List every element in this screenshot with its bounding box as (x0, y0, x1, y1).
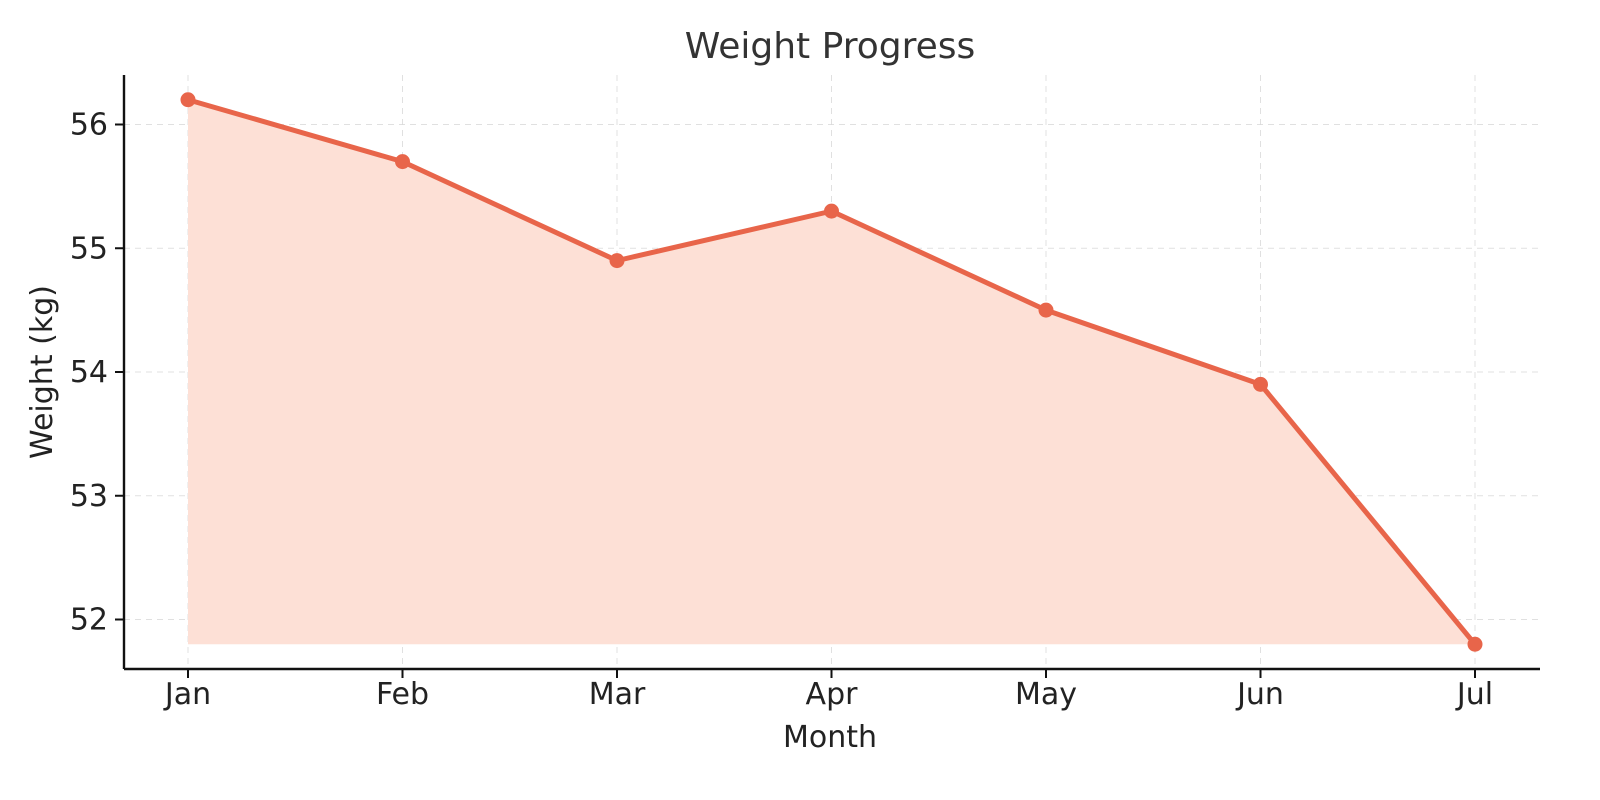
x-tick-label: Mar (589, 677, 646, 712)
y-tick-label: 55 (70, 231, 108, 266)
data-point-jan (180, 92, 196, 108)
y-tick-label: 56 (70, 108, 108, 143)
area-fill-layer (188, 99, 1475, 645)
x-tick-label: May (1015, 677, 1077, 712)
y-tick-label: 54 (70, 355, 108, 390)
x-tick-label: Jun (1235, 677, 1284, 712)
x-tick-label: Jan (163, 677, 211, 712)
y-tick-label: 52 (70, 603, 108, 638)
x-tick-label: Apr (806, 677, 859, 712)
data-point-apr (824, 203, 839, 219)
data-points-layer (180, 92, 1483, 652)
area-fill (188, 99, 1475, 645)
data-point-feb (395, 154, 410, 170)
x-axis-label: Month (783, 720, 877, 755)
x-ticks: Jan Feb Mar Apr May Jun Jul (163, 669, 1493, 712)
y-ticks: 52 53 54 55 56 (70, 108, 124, 638)
y-tick-label: 53 (70, 479, 108, 514)
x-tick-label: Jul (1455, 677, 1493, 712)
data-point-mar (609, 253, 625, 269)
chart-title: Weight Progress (685, 26, 976, 67)
data-point-jul (1467, 636, 1483, 652)
y-axis-label: Weight (kg) (25, 285, 60, 459)
data-point-jun (1253, 376, 1268, 392)
data-point-may (1038, 302, 1054, 318)
x-tick-label: Feb (376, 677, 429, 712)
